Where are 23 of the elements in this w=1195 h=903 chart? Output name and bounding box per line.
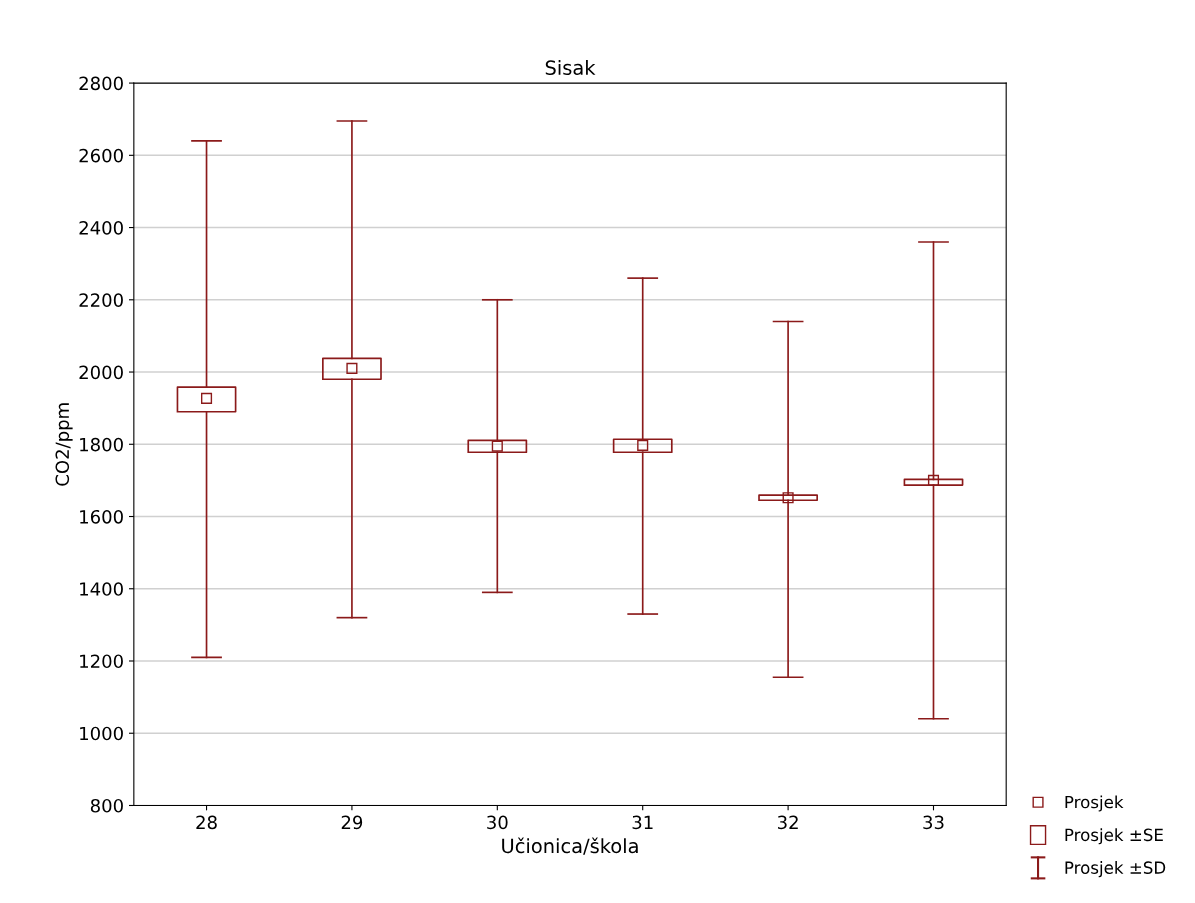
text: Prosjek ±SE	[1065, 828, 1163, 845]
x-tick-label: 30	[487, 815, 508, 830]
y-tick-label: 1000	[80, 726, 123, 741]
x-tick-label: 33	[923, 815, 944, 830]
y-tick-label: 1600	[80, 509, 123, 524]
y-tick-label: 2200	[79, 293, 123, 307]
y-axis-title: CO2/ppm	[55, 403, 73, 486]
text: Prosjek ±SD	[1065, 861, 1166, 878]
x-tick-label: 31	[632, 815, 653, 830]
x-tick-label: 32	[777, 815, 798, 830]
y-tick-label: 800	[90, 798, 123, 813]
y-tick-label: 1800	[80, 437, 123, 452]
chart-title: Sisak	[545, 59, 596, 76]
y-tick-label: 1200	[80, 654, 123, 669]
y-tick-label: 2800	[79, 76, 123, 91]
x-tick-label: 29	[341, 815, 363, 830]
y-tick-label: 2000	[79, 365, 123, 380]
x-axis-title: Učionica/škola	[502, 837, 638, 855]
y-tick-label: 1400	[80, 582, 123, 596]
y-tick-label: 2400	[79, 221, 123, 235]
y-tick-label: 2600	[79, 148, 123, 163]
x-tick-label: 28	[196, 815, 217, 830]
legend-label: Prosjek	[1065, 795, 1124, 812]
